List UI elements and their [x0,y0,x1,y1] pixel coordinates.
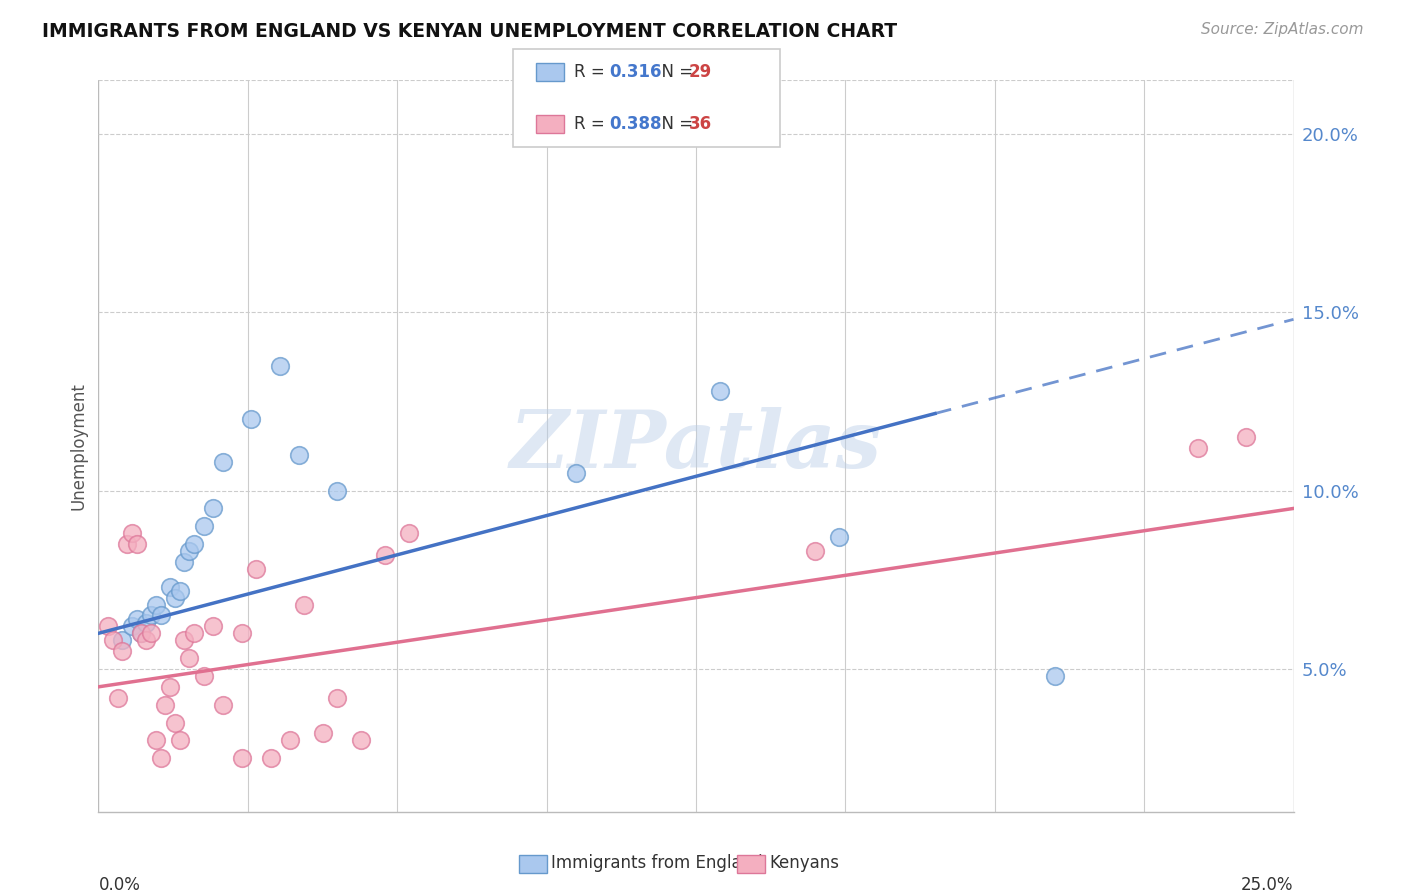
Point [202,619,225,633]
Text: 0.388: 0.388 [609,115,661,133]
Point [350,733,373,747]
Point [139,608,162,623]
Point [111,644,134,658]
Point [159,580,181,594]
Point [1187,441,1209,455]
Text: 0.0%: 0.0% [98,876,141,892]
Point [288,448,311,462]
Point [326,690,349,705]
Text: R =: R = [574,63,610,81]
Point [231,626,253,640]
Text: R =: R = [574,115,610,133]
Point [211,455,233,469]
Point [245,562,267,576]
Point [169,733,191,747]
Point [139,626,162,640]
Point [135,615,157,630]
Point [163,715,186,730]
Point [163,591,186,605]
Point [115,537,138,551]
Point [1043,669,1066,683]
Point [97,619,120,633]
Point [169,583,191,598]
Point [231,751,253,765]
Point [131,626,153,640]
Point [149,608,172,623]
Point [131,626,153,640]
Point [149,751,172,765]
Point [202,501,225,516]
Point [183,626,205,640]
Text: Kenyans: Kenyans [769,855,839,872]
Point [240,412,263,426]
Point [173,555,195,569]
Point [278,733,301,747]
Point [125,612,148,626]
Text: Source: ZipAtlas.com: Source: ZipAtlas.com [1201,22,1364,37]
Text: 0.316: 0.316 [609,63,661,81]
Point [121,619,143,633]
Point [183,537,205,551]
Point [374,548,396,562]
Point [211,698,233,712]
Point [145,598,167,612]
Point [193,669,215,683]
Point [259,751,281,765]
Point [179,651,201,665]
Point [107,690,129,705]
Text: ZIPatlas: ZIPatlas [510,408,882,484]
Point [101,633,124,648]
Point [173,633,195,648]
Point [269,359,291,373]
Text: N =: N = [651,115,699,133]
Point [828,530,851,544]
Point [1234,430,1257,444]
Point [193,519,215,533]
Y-axis label: Unemployment: Unemployment [69,382,87,510]
Text: 25.0%: 25.0% [1241,876,1294,892]
Point [709,384,731,398]
Point [155,698,177,712]
Text: Immigrants from England: Immigrants from England [551,855,763,872]
Text: N =: N = [651,63,699,81]
Point [121,526,143,541]
Point [111,633,134,648]
Text: IMMIGRANTS FROM ENGLAND VS KENYAN UNEMPLOYMENT CORRELATION CHART: IMMIGRANTS FROM ENGLAND VS KENYAN UNEMPL… [42,22,897,41]
Text: 29: 29 [689,63,713,81]
Point [145,733,167,747]
Point [326,483,349,498]
Point [312,726,335,740]
Point [292,598,315,612]
Point [135,633,157,648]
Point [565,466,588,480]
Point [125,537,148,551]
Point [159,680,181,694]
Point [804,544,827,558]
Text: 36: 36 [689,115,711,133]
Point [398,526,420,541]
Point [179,544,201,558]
